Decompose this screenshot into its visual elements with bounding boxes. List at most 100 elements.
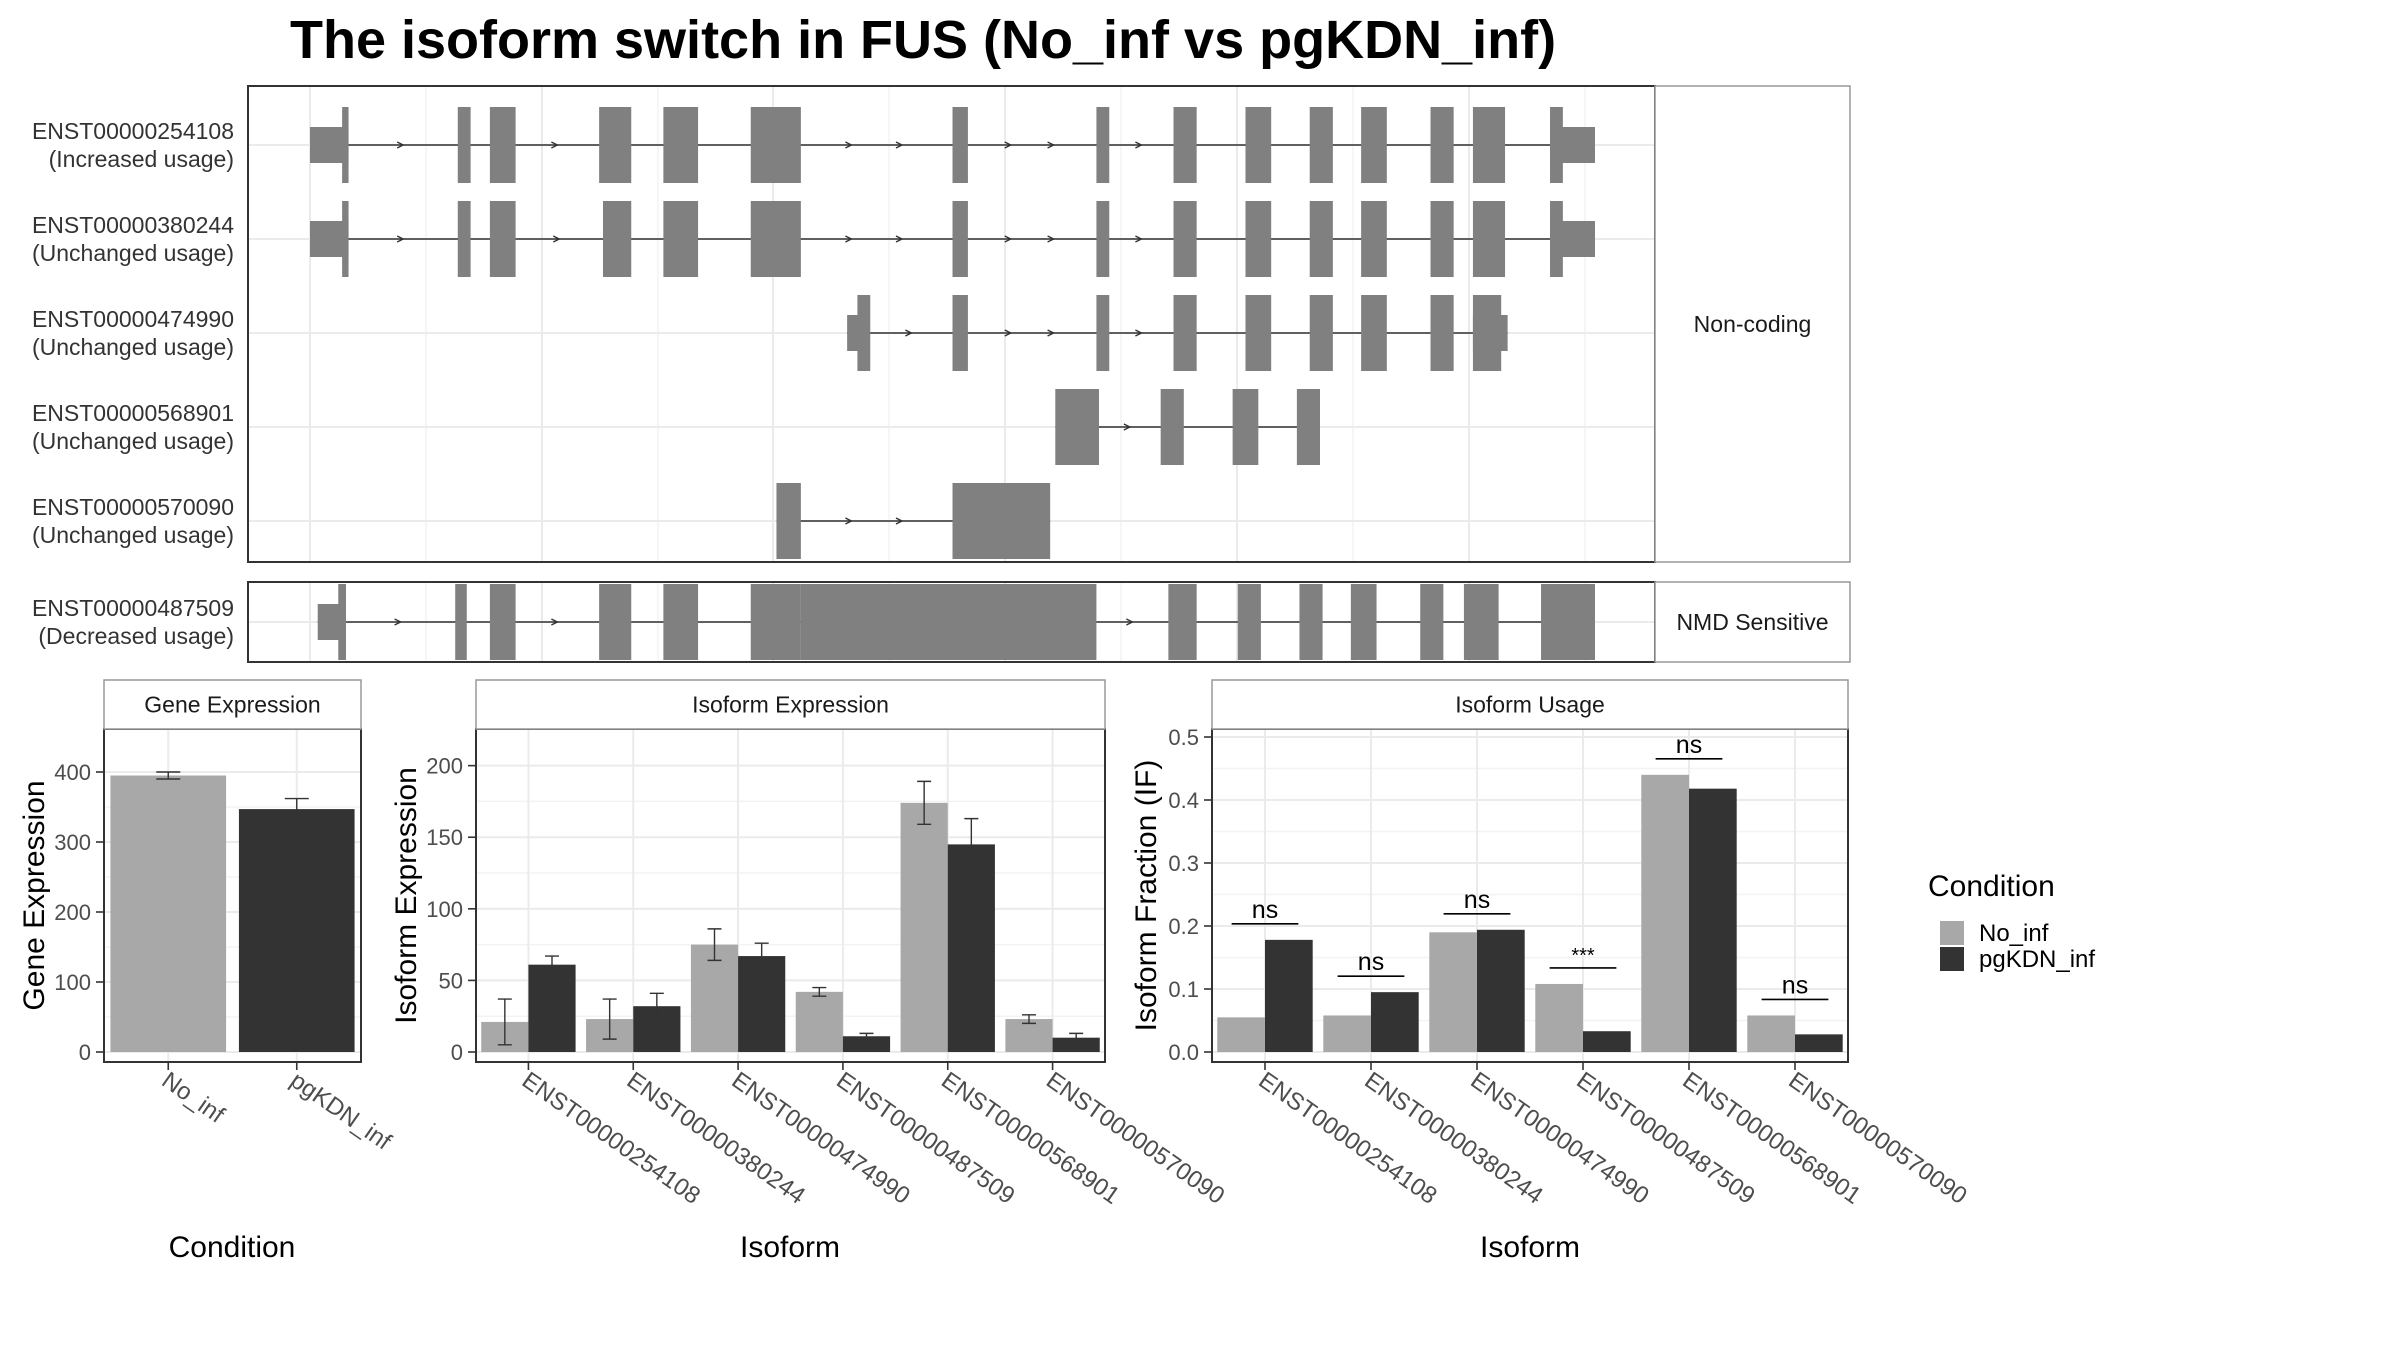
chart-strip: [475, 679, 1106, 730]
x-tick-label: ENST00000380244: [622, 1067, 810, 1210]
exon-cds: [776, 483, 801, 559]
y-tick-label: 0.5: [1168, 725, 1199, 750]
intron-arrow: [1047, 235, 1056, 243]
chart-title: Isoform Expression: [692, 692, 889, 718]
legend-key-pgKDN_inf: [1940, 947, 1964, 971]
x-axis-title: Condition: [169, 1231, 296, 1264]
bar-pgKDN_inf-ENST00000474990: [738, 956, 786, 1052]
x-axis-title: Isoform: [1480, 1231, 1580, 1264]
chart-panel-background: [476, 729, 1105, 1062]
bar-pgKDN_inf-ENST00000254108: [528, 964, 576, 1052]
bar-No_inf-ENST00000254108: [1217, 1017, 1265, 1052]
x-tick-label: ENST00000254108: [1254, 1067, 1442, 1210]
exon-nmd: [1541, 584, 1595, 660]
y-tick-label: 0.2: [1168, 914, 1199, 939]
chart-title: Isoform Usage: [1455, 692, 1605, 718]
exon-cds: [489, 107, 516, 183]
transcript-usage-label: (Unchanged usage): [32, 522, 234, 548]
y-tick-label: 0.0: [1168, 1040, 1199, 1065]
exon-cds: [1232, 389, 1259, 465]
exon-utr: [317, 604, 343, 640]
exon-cds: [1309, 107, 1333, 183]
chart-strip: [103, 679, 362, 730]
exon-cds: [1173, 295, 1197, 371]
significance-label: ns: [1782, 971, 1808, 999]
exon-utr: [1550, 221, 1595, 257]
exon-cds: [952, 107, 968, 183]
y-tick-label: 50: [439, 968, 463, 993]
structure-strip: [1654, 85, 1851, 563]
exon-cds: [1472, 201, 1506, 277]
exon-cds: [1309, 201, 1333, 277]
exon-cds: [1361, 295, 1387, 371]
intron-arrow: [895, 235, 904, 243]
transcript-id-label: ENST00000474990: [32, 306, 234, 332]
intron-arrow: [1004, 329, 1013, 337]
x-tick-label: ENST00000254108: [517, 1067, 705, 1210]
exon-nmd: [1237, 584, 1261, 660]
y-tick-label: 0.4: [1168, 788, 1199, 813]
intron-arrow: [396, 235, 405, 243]
exon-cds: [1245, 107, 1272, 183]
y-tick-label: 100: [426, 897, 463, 922]
exon-cds: [599, 107, 632, 183]
bar-pgKDN_inf-ENST00000474990: [1477, 929, 1525, 1052]
expression-charts: Gene Expression 0 100 200 300 400 No_inf pgKDN_…: [18, 679, 1972, 1264]
transcript-id-label: ENST00000254108: [32, 118, 234, 144]
bar-pgKDN_inf-ENST00000568901: [1689, 788, 1737, 1052]
bar-pgKDN_inf-ENST00000487509: [842, 1036, 891, 1052]
x-tick-label: ENST00000487509: [831, 1067, 1019, 1210]
intron-arrow: [1135, 329, 1143, 337]
intron-arrow: [551, 618, 559, 626]
x-axis-title: Isoform: [740, 1231, 840, 1264]
legend-label-No_inf: No_inf: [1979, 920, 2049, 947]
exon-cds: [457, 201, 471, 277]
intron-arrow: [552, 235, 561, 243]
exon-cds: [342, 201, 349, 277]
intron-arrow: [1126, 618, 1134, 626]
x-tick-label: ENST00000380244: [1360, 1067, 1548, 1210]
exon-cds: [750, 107, 801, 183]
y-axis-title: Isoform Expression: [390, 767, 423, 1024]
intron-arrow: [905, 329, 913, 337]
chart-2: ns ns ns *** ns ns Isoform Usage 0.0 0.1 0.2 0.3 0.…: [1130, 679, 1972, 1264]
figure-title: The isoform switch in FUS (No_inf vs pgK…: [290, 10, 1556, 70]
exon-cds: [952, 295, 968, 371]
transcript-ENST00000474990: ENST00000474990(Unchanged usage): [32, 295, 1508, 371]
y-axis-title: Gene Expression: [18, 780, 51, 1010]
exon-cds: [952, 483, 1051, 559]
x-tick-label: ENST00000487509: [1572, 1067, 1760, 1210]
exon-cds: [338, 584, 346, 660]
y-tick-label: 0: [451, 1040, 463, 1065]
significance-label: ns: [1676, 731, 1702, 759]
bar-No_inf-ENST00000487509: [1535, 983, 1583, 1052]
exon-nmd: [800, 584, 1097, 660]
exon-cds: [1096, 295, 1110, 371]
transcript-usage-label: (Unchanged usage): [32, 428, 234, 454]
y-tick-label: 100: [54, 970, 91, 995]
exon-nmd: [1350, 584, 1377, 660]
exon-cds: [1055, 389, 1099, 465]
error-bar: [707, 928, 722, 962]
transcript-id-label: ENST00000487509: [32, 595, 234, 621]
exon-cds: [1430, 295, 1454, 371]
chart-title: Gene Expression: [144, 692, 320, 718]
legend-label-pgKDN_inf: pgKDN_inf: [1979, 946, 2095, 973]
bar-No_inf-ENST00000474990: [690, 944, 739, 1052]
y-tick-label: 400: [54, 760, 91, 785]
intron-arrow: [1135, 235, 1143, 243]
intron-arrow: [845, 235, 853, 243]
exon-cds: [1096, 201, 1110, 277]
structure-panel-1: ENST00000487509(Decreased usage) NMD Sens…: [32, 581, 1851, 663]
exon-cds: [1096, 107, 1110, 183]
error-bar: [964, 817, 979, 871]
chart-1: Isoform Expression 0 50 100 150 200 ENST000002…: [390, 679, 1229, 1264]
exon-cds: [1472, 107, 1506, 183]
bar-pgKDN_inf-ENST00000568901: [947, 844, 995, 1052]
chart-panel-background: [1212, 729, 1848, 1062]
y-tick-label: 200: [426, 754, 463, 779]
exon-cds: [952, 201, 968, 277]
bar-No_inf-ENST00000487509: [795, 991, 843, 1052]
exon-cds: [489, 201, 516, 277]
